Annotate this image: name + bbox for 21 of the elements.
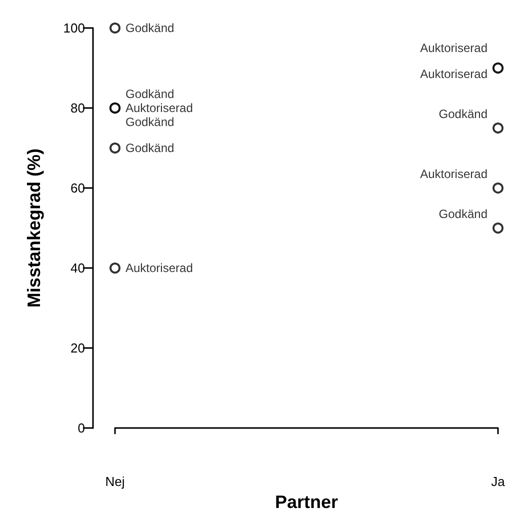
data-label: Auktoriserad: [420, 41, 488, 56]
data-label: Godkänd: [126, 87, 174, 102]
data-label: Godkänd: [126, 115, 174, 130]
y-axis-title: Misstankegrad (%): [24, 148, 44, 308]
data-label: Godkänd: [126, 141, 174, 156]
y-tick-label: 100: [63, 20, 85, 36]
y-tick-label: 20: [70, 340, 85, 356]
data-label: Auktoriserad: [126, 261, 193, 276]
data-label: Auktoriserad: [126, 101, 193, 116]
x-tick-label: Nej: [105, 474, 125, 490]
data-label: Godkänd: [438, 207, 488, 222]
x-tick-label: Ja: [491, 474, 506, 490]
x-axis-title: Partner: [274, 492, 338, 512]
data-label: Auktoriserad: [420, 167, 488, 182]
y-tick-label: 40: [70, 260, 85, 276]
data-label: Godkänd: [438, 107, 488, 122]
data-label: Godkänd: [126, 21, 174, 35]
data-label: Auktoriserad: [420, 67, 488, 82]
y-tick-label: 60: [70, 180, 85, 196]
y-tick-label: 0: [78, 420, 85, 436]
y-tick-label: 80: [70, 100, 85, 116]
